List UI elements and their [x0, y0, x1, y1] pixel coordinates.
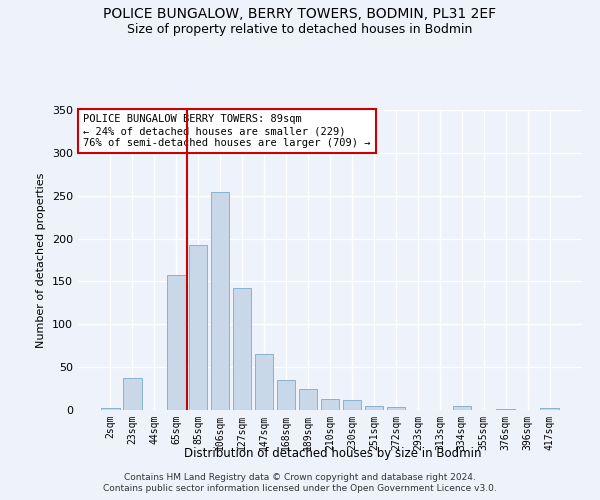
Bar [189, 244, 208, 410]
Bar [255, 354, 274, 410]
Bar [277, 380, 295, 410]
Text: POLICE BUNGALOW, BERRY TOWERS, BODMIN, PL31 2EF: POLICE BUNGALOW, BERRY TOWERS, BODMIN, P… [103, 8, 497, 22]
Text: Contains HM Land Registry data © Crown copyright and database right 2024.: Contains HM Land Registry data © Crown c… [124, 472, 476, 482]
Y-axis label: Number of detached properties: Number of detached properties [37, 172, 46, 348]
Bar [233, 288, 251, 410]
Bar [123, 378, 142, 410]
Bar [299, 388, 317, 410]
Bar [320, 399, 340, 410]
Text: POLICE BUNGALOW BERRY TOWERS: 89sqm
← 24% of detached houses are smaller (229)
7: POLICE BUNGALOW BERRY TOWERS: 89sqm ← 24… [83, 114, 371, 148]
Bar [211, 192, 229, 410]
Text: Size of property relative to detached houses in Bodmin: Size of property relative to detached ho… [127, 22, 473, 36]
Bar [496, 409, 515, 410]
Bar [386, 406, 405, 410]
Text: Contains public sector information licensed under the Open Government Licence v3: Contains public sector information licen… [103, 484, 497, 493]
Bar [101, 408, 119, 410]
Bar [541, 408, 559, 410]
Text: Distribution of detached houses by size in Bodmin: Distribution of detached houses by size … [184, 448, 482, 460]
Bar [452, 406, 471, 410]
Bar [365, 406, 383, 410]
Bar [167, 274, 185, 410]
Bar [343, 400, 361, 410]
